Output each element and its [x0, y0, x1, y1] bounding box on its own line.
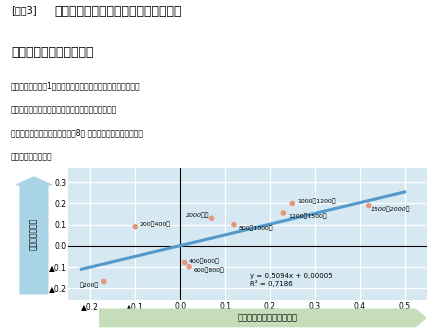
- Text: 1000～1200万: 1000～1200万: [297, 199, 336, 204]
- Text: 変化に関する調査」: 変化に関する調査」: [11, 152, 53, 161]
- FancyArrow shape: [99, 309, 426, 327]
- Point: [280, 210, 287, 216]
- Point: [181, 260, 188, 265]
- Text: 200～400万: 200～400万: [140, 222, 171, 227]
- Text: 得られた各因子に対する因子得点。斜字は参考値。: 得られた各因子に対する因子得点。斜字は参考値。: [11, 105, 117, 114]
- Text: R² = 0,7186: R² = 0,7186: [250, 280, 293, 287]
- Text: 400～600万: 400～600万: [189, 258, 220, 264]
- Text: ～200万: ～200万: [80, 283, 99, 288]
- Text: 600～800万: 600～800万: [194, 267, 224, 273]
- Text: （相対的に）行動に積極的: （相対的に）行動に積極的: [237, 313, 297, 322]
- Point: [132, 224, 139, 229]
- Point: [230, 222, 237, 227]
- Text: y = 0,5094x + 0,00005: y = 0,5094x + 0,00005: [250, 273, 332, 279]
- Text: 800～1000万: 800～1000万: [238, 225, 273, 230]
- Point: [289, 201, 296, 206]
- Point: [208, 215, 215, 221]
- Text: 1200～1500万: 1200～1500万: [288, 213, 326, 218]
- Text: 資料：ニッセイ基礎研究所「第8回 新型コロナによる暮らしの: 資料：ニッセイ基礎研究所「第8回 新型コロナによる暮らしの: [11, 129, 143, 138]
- FancyArrow shape: [16, 177, 52, 294]
- Text: 高い意識を持つ: 高い意識を持つ: [29, 218, 39, 250]
- Text: 2000万～: 2000万～: [186, 213, 209, 218]
- Point: [365, 203, 372, 208]
- Text: 注：各座標は図表1の回答結果に対して因子分析をした結果、: 注：各座標は図表1の回答結果に対して因子分析をした結果、: [11, 81, 141, 90]
- Text: 関する意識や行動の傾向: 関する意識や行動の傾向: [11, 46, 93, 59]
- Point: [186, 264, 193, 269]
- Text: [図表3]: [図表3]: [11, 5, 37, 15]
- Text: 世帯年収別に見たサステナビリティに: 世帯年収別に見たサステナビリティに: [55, 5, 182, 18]
- Point: [100, 279, 107, 284]
- Text: 1500～2000万: 1500～2000万: [371, 207, 410, 212]
